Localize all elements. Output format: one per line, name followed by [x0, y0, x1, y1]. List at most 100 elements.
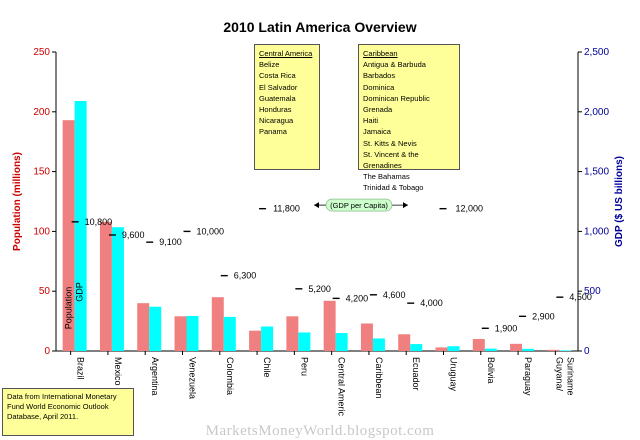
x-tick-label: Central Americ: [337, 357, 347, 417]
population-bar: [174, 316, 187, 351]
x-tick-label: Argentina: [150, 357, 160, 396]
population-bar: [398, 334, 411, 351]
x-tick-label: Colombia: [225, 357, 235, 395]
central-america-item: Guatemala: [259, 93, 296, 103]
caribbean-item: Trinidad & Tobago: [363, 183, 424, 193]
population-bar: [99, 221, 112, 351]
y-axis-label: Population (millions): [12, 152, 23, 251]
caribbean-heading: Caribbean: [363, 49, 398, 58]
gdp-per-capita-label: 10,000: [197, 226, 225, 236]
gdp-bar: [447, 346, 460, 351]
x-tick-label: Bolivia: [486, 357, 496, 384]
gdp-bar: [149, 306, 162, 351]
x-tick-label: Guyana/: [554, 357, 564, 392]
caribbean-legend: Caribbean Antigua & Barbuda Barbados Domin…: [358, 44, 460, 192]
gdp-per-capita-label: 2,900: [532, 311, 555, 321]
x-tick-label: Chile: [262, 357, 272, 378]
caribbean-item: Dominica: [363, 82, 395, 92]
caribbean-item: The Bahamas: [363, 172, 410, 182]
gdp-per-capita-label: 4,200: [346, 293, 369, 303]
gdp-bar: [186, 315, 199, 351]
central-america-heading: Central America: [259, 49, 313, 58]
gdp-series-label: GDP: [75, 282, 85, 302]
central-america-list: Belize Costa Rica El Salvador Guatemala Hond…: [259, 59, 315, 137]
x-tick-label: Peru: [299, 357, 309, 376]
left-tick-label: 250: [33, 47, 50, 58]
x-tick-label: Uruguay: [449, 357, 459, 392]
population-bar: [211, 297, 224, 351]
x-tick-label: Ecuador: [411, 357, 421, 391]
central-america-item: Belize: [259, 60, 280, 70]
gdp-per-capita-label: 4,600: [383, 290, 406, 300]
population-bar: [435, 347, 448, 351]
x-tick-label: Paraguay: [523, 357, 533, 396]
caribbean-item: St. Vincent & the Grenadines: [363, 149, 419, 171]
gdp-bar: [74, 101, 87, 351]
population-bar: [360, 323, 373, 351]
central-america-legend: Central America Belize Costa Rica El Salva…: [254, 44, 320, 170]
gdp-per-capita-label: 9,600: [122, 230, 145, 240]
population-series-label: Population: [64, 287, 74, 330]
caribbean-item: Antigua & Barbuda: [363, 60, 426, 70]
x-tick-label: Brazil: [76, 357, 86, 380]
gdp-bar: [410, 344, 423, 351]
gdp-bar: [298, 332, 311, 351]
right-tick-label: 1,000: [584, 226, 609, 237]
caribbean-item: Jamaica: [363, 127, 391, 137]
gdp-bar: [522, 348, 535, 351]
caribbean-item: Dominican Republic: [363, 93, 430, 103]
left-tick-label: 150: [33, 167, 50, 178]
gdp-bar: [111, 227, 124, 351]
caribbean-item: Barbados: [363, 71, 396, 81]
population-bar: [137, 303, 150, 351]
right-tick-label: 2,000: [584, 107, 609, 118]
gdp-per-capita-label: 10,800: [85, 217, 113, 227]
gdp-bar: [261, 326, 274, 351]
gdp-per-capita-label: 11,800: [273, 204, 300, 214]
central-america-item: Panama: [259, 127, 287, 137]
left-tick-label: 0: [44, 346, 50, 357]
per-capita-arrowhead-left: [314, 202, 319, 209]
population-bar: [510, 343, 523, 351]
population-bar: [249, 330, 262, 351]
left-tick-label: 100: [33, 226, 50, 237]
right-tick-label: 500: [584, 286, 601, 297]
caribbean-item: St. Kitts & Nevis: [363, 138, 417, 148]
chart-title: 2010 Latin America Overview: [223, 19, 416, 35]
gdp-per-capita-label: 1,900: [495, 323, 518, 333]
plot-area: 0 50 100 150 200 250 0 500 1,000 1,500 2,000 2,500 P…: [12, 47, 625, 417]
right-tick-label: 1,500: [584, 167, 609, 178]
source-note: Data from International Monetary Fund Wo…: [2, 388, 134, 436]
central-america-item: Nicaragua: [259, 116, 294, 126]
gdp-per-capita-label: 12,000: [456, 204, 484, 214]
central-america-item: Honduras: [259, 105, 292, 115]
x-tick-label: Mexico: [113, 357, 123, 386]
left-tick-label: 50: [39, 286, 51, 297]
x-tick-label: Caribbean: [374, 357, 384, 399]
per-capita-arrowhead-right: [403, 202, 408, 209]
central-america-item: Costa Rica: [259, 71, 296, 81]
gdp-per-capita-label: 5,200: [308, 284, 331, 294]
gdp-bar: [484, 348, 497, 351]
watermark: MarketsMoneyWorld.blogspot.com: [205, 423, 435, 439]
x-tick-label: Venezuela: [188, 357, 198, 399]
gdp-bar: [559, 350, 572, 351]
population-bar: [286, 316, 299, 351]
gdp-bar: [223, 316, 236, 351]
left-tick-label: 200: [33, 107, 50, 118]
gdp-bar: [372, 338, 385, 351]
right-tick-label: 2,500: [584, 47, 609, 58]
population-bar: [323, 300, 336, 351]
caribbean-list: Antigua & Barbuda Barbados Dominica Dominic…: [363, 59, 455, 193]
gdp-per-capita-label: 4,000: [420, 298, 443, 308]
right-tick-label: 0: [584, 346, 590, 357]
gdp-bar: [335, 333, 348, 351]
x-tick-label: Suriname: [565, 357, 575, 396]
caribbean-item: Haiti: [363, 116, 379, 126]
gdp-per-capita-label: 4,500: [569, 292, 592, 302]
per-capita-legend-label: (GDP per Capita): [330, 201, 388, 210]
population-bar: [62, 120, 75, 351]
central-america-item: El Salvador: [259, 82, 298, 92]
gdp-per-capita-label: 6,300: [234, 271, 257, 281]
